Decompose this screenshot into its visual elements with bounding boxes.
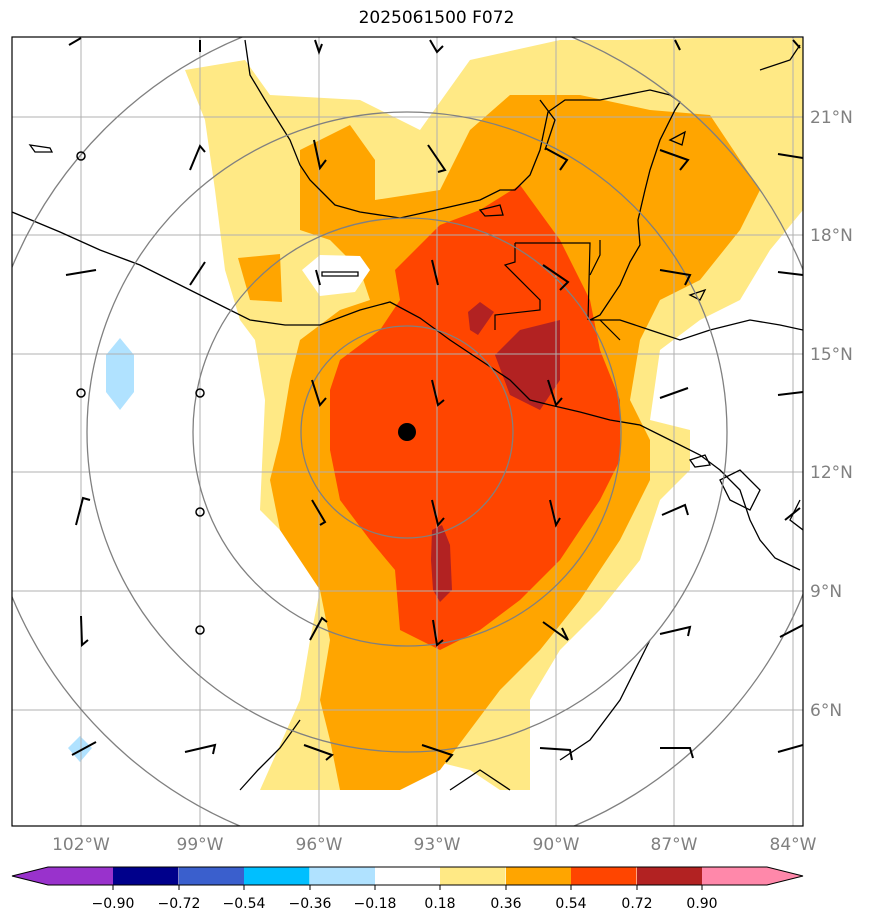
storm-center-marker	[398, 423, 416, 441]
range-rings	[12, 37, 803, 826]
coastlines	[12, 39, 803, 791]
calm-circle	[76, 388, 86, 398]
colorbar-tick-label: 0.72	[621, 896, 652, 912]
wind-barbs	[65, 37, 803, 763]
colorbar-segment	[637, 867, 703, 885]
map-title: 2025061500 F072	[358, 8, 515, 28]
lat-label: 21°N	[810, 108, 853, 128]
lon-label: 87°W	[651, 835, 698, 855]
colorbar-tick-label: −0.90	[92, 896, 135, 912]
calm-circle	[76, 151, 86, 161]
colorbar-segment	[506, 867, 572, 885]
contour-fill-072-b	[468, 302, 494, 335]
colorbar-tick-label: −0.36	[289, 896, 332, 912]
colorbar-segment	[440, 867, 506, 885]
colorbar-segment	[310, 867, 376, 885]
colorbar-outline	[11, 866, 804, 886]
lon-label: 99°W	[177, 835, 224, 855]
colorbar-tick-label: 0.90	[686, 896, 717, 912]
colorbar-segment	[179, 867, 245, 885]
colorbar-tick-label: 0.36	[490, 896, 521, 912]
lon-label: 90°W	[533, 835, 580, 855]
lat-label: 18°N	[810, 226, 853, 246]
colorbar-tick-label: −0.54	[223, 896, 266, 912]
colorbar-tick-label: 0.54	[555, 896, 586, 912]
lat-label: 12°N	[810, 463, 853, 483]
contour-fill-072-c	[431, 525, 452, 602]
colorbar-segment	[48, 867, 114, 885]
map-frame	[11, 36, 804, 827]
contour-fill-neg-b	[68, 736, 92, 762]
contour-fill-neg-a	[106, 338, 134, 410]
colorbar-segment	[571, 867, 637, 885]
colorbar-tick-label: 0.18	[424, 896, 455, 912]
lon-labels: 102°W 99°W 96°W 93°W 90°W 87°W 84°W	[52, 835, 817, 855]
shaded-field	[68, 38, 803, 790]
colorbar-segment	[702, 867, 768, 885]
borders	[494, 240, 621, 341]
colorbar-segment	[113, 867, 179, 885]
colorbar-segment	[375, 867, 441, 885]
lat-labels: 21°N 18°N 15°N 12°N 9°N 6°N	[810, 108, 853, 721]
lon-label: 93°W	[414, 835, 461, 855]
colorbar-tick-label: −0.18	[354, 896, 397, 912]
lon-label: 84°W	[770, 835, 817, 855]
calm-circle	[195, 388, 205, 398]
lat-label: 9°N	[810, 582, 842, 602]
colorbar: −0.90 −0.72 −0.54 −0.36 −0.18 0.18 0.36 …	[11, 866, 804, 912]
lat-label: 15°N	[810, 345, 853, 365]
colorbar-extend-max	[767, 867, 803, 885]
calm-circle	[195, 507, 205, 517]
lon-label: 102°W	[52, 835, 110, 855]
colorbar-segment	[244, 867, 310, 885]
contour-fill-072-a	[495, 320, 560, 410]
colorbar-extend-min	[12, 867, 48, 885]
lon-label: 96°W	[296, 835, 343, 855]
colorbar-tick-label: −0.72	[158, 896, 201, 912]
lat-label: 6°N	[810, 701, 842, 721]
calm-circle	[195, 625, 205, 635]
contour-fill-054	[330, 185, 620, 650]
